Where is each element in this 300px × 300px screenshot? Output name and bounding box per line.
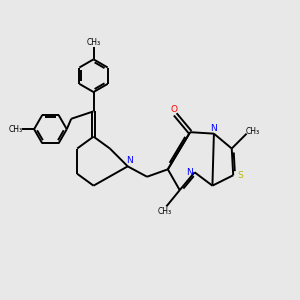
Text: N: N <box>211 124 217 133</box>
Text: CH₃: CH₃ <box>158 207 172 216</box>
Text: CH₃: CH₃ <box>86 38 100 47</box>
Text: N: N <box>186 168 193 177</box>
Text: N: N <box>126 156 133 165</box>
Text: CH₃: CH₃ <box>9 125 23 134</box>
Text: CH₃: CH₃ <box>246 127 260 136</box>
Text: S: S <box>237 171 243 180</box>
Text: O: O <box>170 105 177 114</box>
